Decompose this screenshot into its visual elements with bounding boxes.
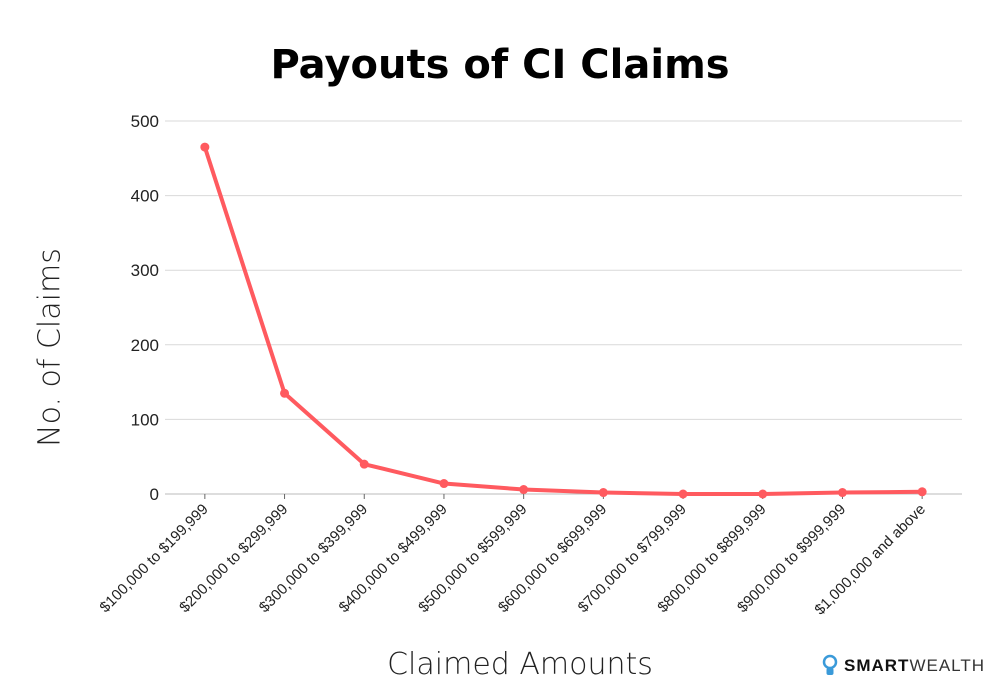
y-tick-label: 100 bbox=[131, 410, 159, 429]
data-point bbox=[837, 488, 847, 498]
data-point bbox=[439, 479, 449, 489]
y-tick-label: 200 bbox=[131, 336, 159, 355]
data-point bbox=[519, 485, 529, 495]
series-line bbox=[202, 146, 923, 496]
chart-title: Payouts of CI Claims bbox=[270, 42, 730, 88]
y-tick-label: 400 bbox=[131, 187, 159, 206]
data-point bbox=[678, 489, 688, 499]
x-axis-label: Claimed Amounts bbox=[387, 647, 653, 682]
data-point bbox=[359, 459, 369, 469]
data-point bbox=[280, 388, 290, 398]
data-point bbox=[598, 488, 608, 498]
lightbulb-icon bbox=[822, 654, 838, 675]
smartwealth-logo: SMARTWEALTH bbox=[822, 654, 985, 678]
data-point bbox=[200, 142, 210, 152]
y-tick-label: 0 bbox=[150, 485, 159, 504]
data-point bbox=[758, 489, 768, 499]
logo-text-light: WEALTH bbox=[909, 656, 986, 675]
data-point bbox=[917, 487, 927, 497]
y-tick-label: 500 bbox=[131, 112, 159, 131]
y-tick-label: 300 bbox=[131, 261, 159, 280]
logo-text-bold: SMART bbox=[844, 656, 910, 675]
